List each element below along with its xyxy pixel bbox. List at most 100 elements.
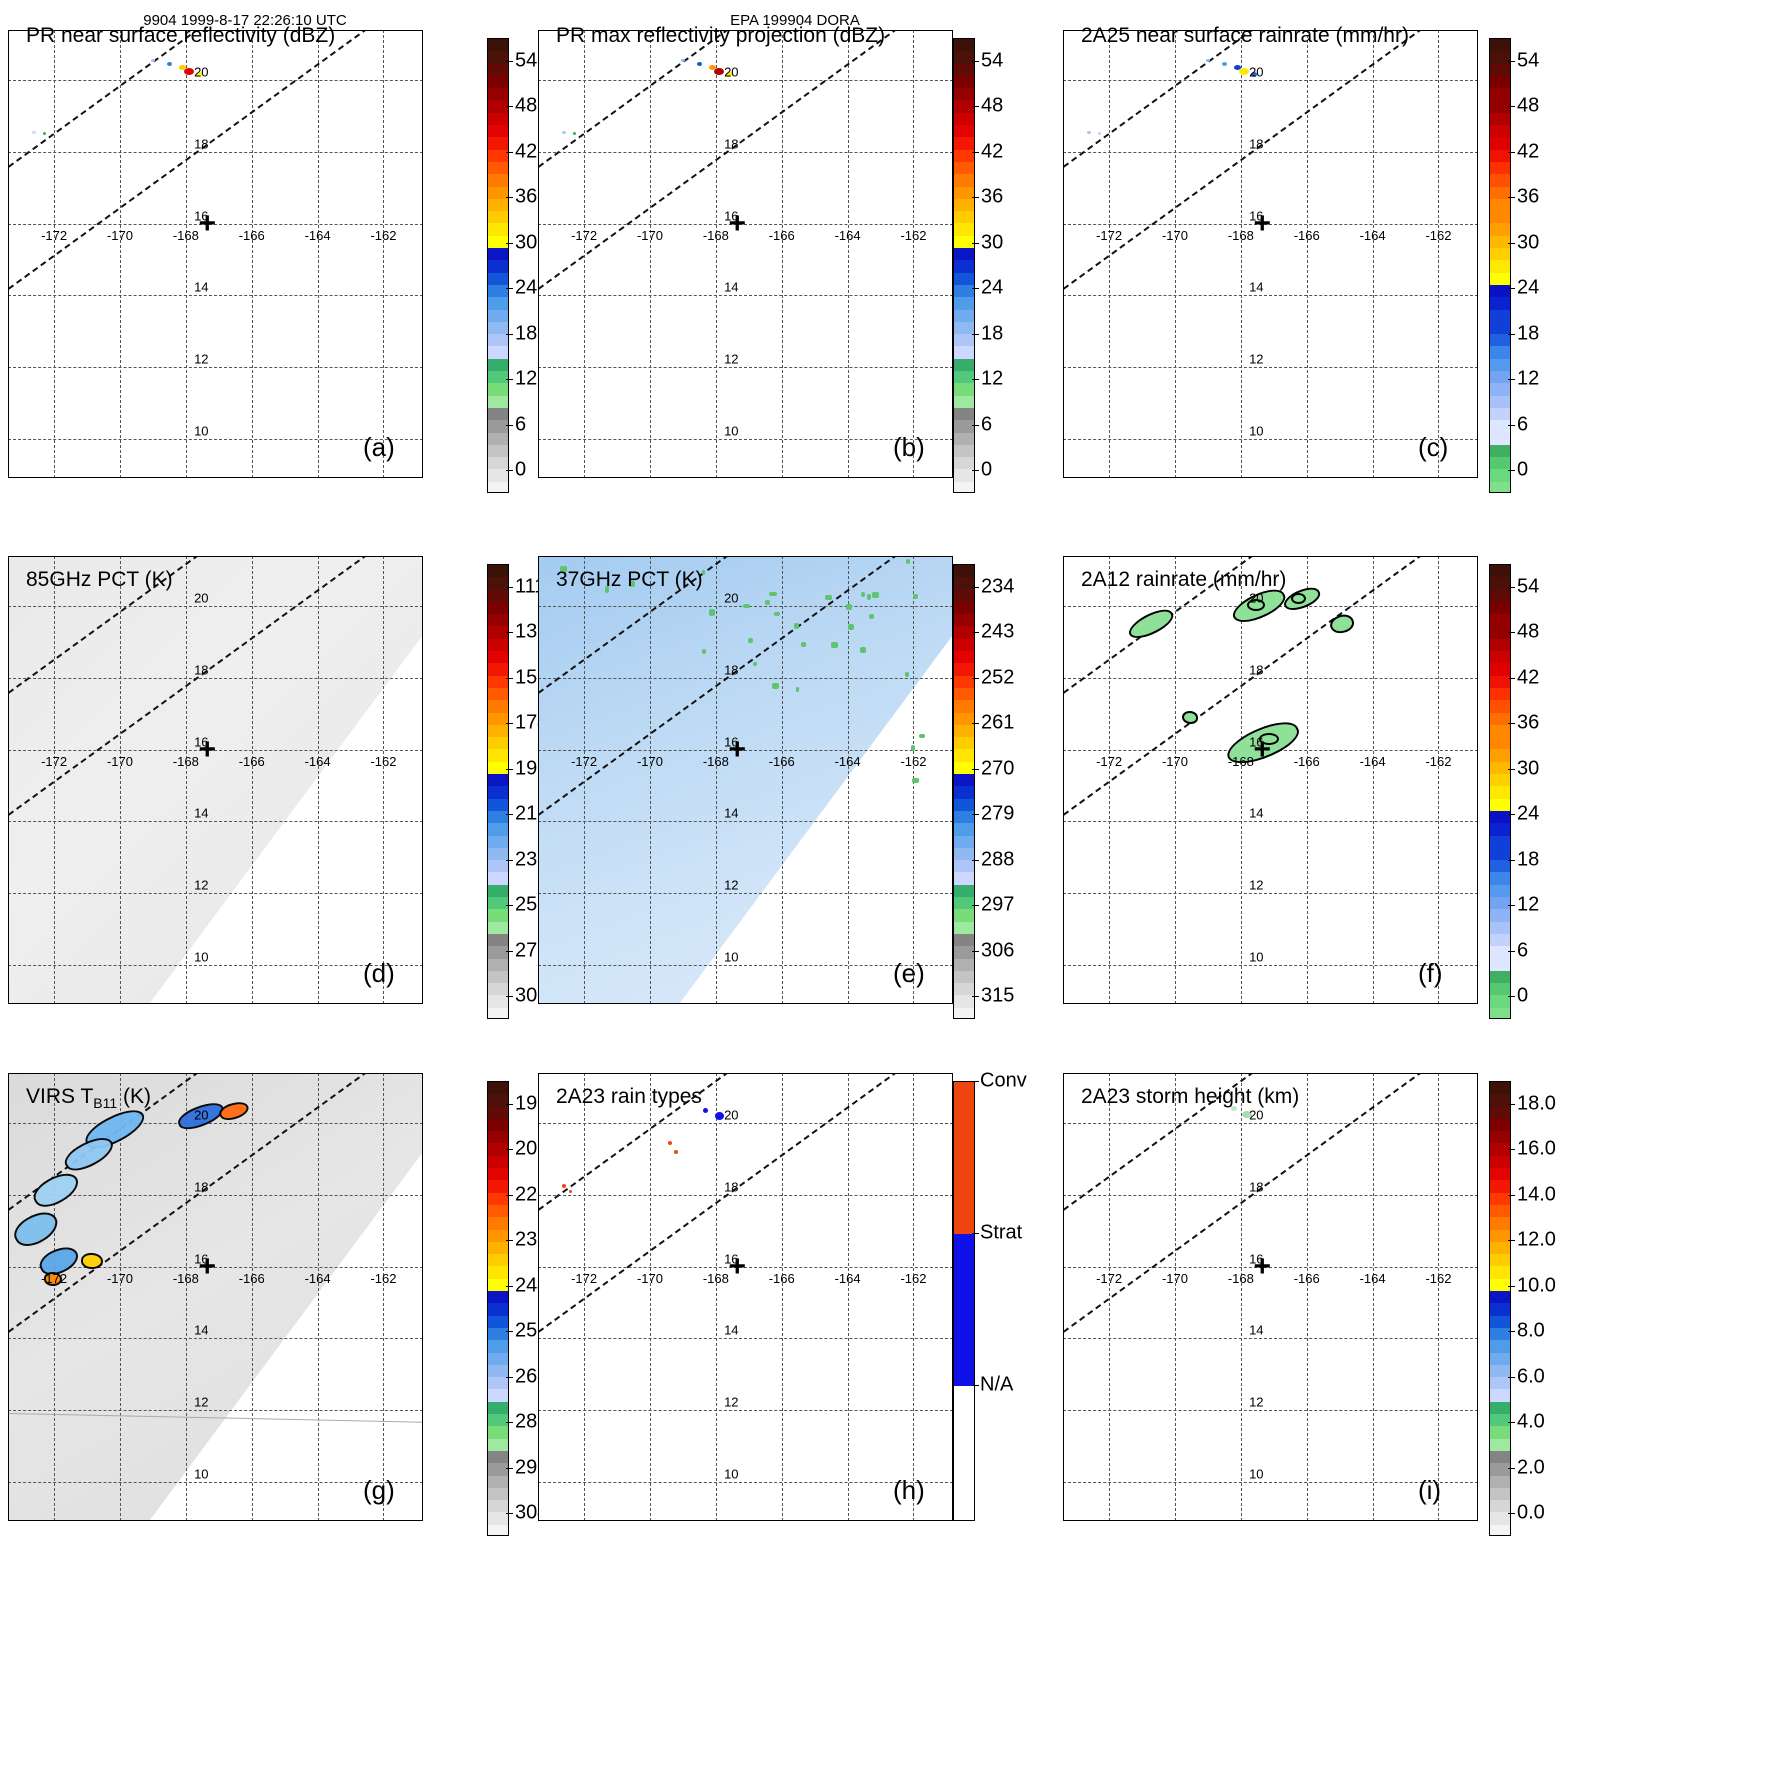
pct37-edge-pixel <box>831 642 838 648</box>
panel-label: (e) <box>893 958 925 989</box>
colorbar-segment <box>1490 51 1510 63</box>
gridline-latitude <box>8 678 423 679</box>
gridline-longitude <box>186 30 187 478</box>
colorbar-tick-label: 8.0 <box>1517 1320 1545 1343</box>
gridline-longitude <box>1307 30 1308 478</box>
colorbar-segment <box>488 457 508 469</box>
pct37-edge-pixel <box>867 594 871 600</box>
ytick-label: 20 <box>1249 65 1263 80</box>
colorbar-tick-label: 48 <box>515 95 537 118</box>
map-e[interactable] <box>538 556 953 1004</box>
colorbar-segment <box>954 137 974 149</box>
colorbar-tickmark <box>506 678 513 679</box>
pct37-edge-pixel <box>846 604 851 610</box>
colorbar-tickmark <box>1508 1377 1515 1378</box>
map-c[interactable] <box>1063 30 1478 478</box>
colorbar-tick-label: 12.0 <box>1517 1229 1556 1252</box>
map-b[interactable] <box>538 30 953 478</box>
xtick-label: -170 <box>637 228 663 243</box>
ytick-label: 20 <box>194 1108 208 1123</box>
gridline-latitude <box>8 1338 423 1339</box>
colorbar-segment <box>1490 1303 1510 1315</box>
xtick-label: -162 <box>1425 1271 1451 1286</box>
colorbar-tickmark <box>972 243 979 244</box>
rain-contour-fill <box>1125 604 1177 644</box>
map-i[interactable] <box>1063 1073 1478 1521</box>
colorbar-segment <box>488 737 508 749</box>
colorbar-segment <box>1490 88 1510 100</box>
colorbar-segment <box>1490 39 1510 51</box>
ytick-label: 16 <box>1249 1251 1263 1266</box>
colorbar-segment <box>488 749 508 761</box>
colorbar-segment <box>1490 1328 1510 1340</box>
colorbar-tick-label: 2.0 <box>1517 1456 1545 1479</box>
colorbar-tickmark <box>1508 905 1515 906</box>
colorbar-tickmark <box>506 1195 513 1196</box>
panel-title-main: VIRS T <box>26 1085 93 1108</box>
gridline-latitude <box>8 893 423 894</box>
gridline-latitude <box>538 678 953 679</box>
colorbar-segment <box>488 1254 508 1266</box>
map-a[interactable] <box>8 30 423 478</box>
colorbar-segment <box>954 408 974 420</box>
ytick-label: 14 <box>724 280 738 295</box>
xtick-label: -162 <box>1425 228 1451 243</box>
rain-cell <box>714 68 724 75</box>
colorbar-segment <box>488 995 508 1007</box>
map-h[interactable] <box>538 1073 953 1521</box>
colorbar-segment <box>1490 1377 1510 1389</box>
map-d[interactable] <box>8 556 423 1004</box>
gridline-longitude <box>913 1073 914 1521</box>
colorbar-segment <box>488 1008 508 1019</box>
colorbar-tickmark <box>1508 197 1515 198</box>
colorbar-segment <box>488 565 508 577</box>
colorbar-tick-label: 54 <box>1517 49 1539 72</box>
colorbar-tickmark <box>1508 106 1515 107</box>
ytick-label: 12 <box>194 1394 208 1409</box>
colorbar-segment <box>488 396 508 408</box>
gridline-latitude <box>8 965 423 966</box>
colorbar-tick-label: 48 <box>1517 621 1539 644</box>
colorbar-tick-label: 42 <box>515 140 537 163</box>
rain-cell <box>43 132 46 135</box>
colorbar-segment <box>1490 823 1510 835</box>
rain-contour-fill <box>1327 612 1356 637</box>
pr-swath-edge <box>8 30 423 168</box>
colorbar-segment <box>954 482 974 493</box>
map-g[interactable] <box>8 1073 423 1521</box>
colorbar-segment <box>954 88 974 100</box>
colorbar-segment <box>1490 150 1510 162</box>
map-f[interactable] <box>1063 556 1478 1004</box>
colorbar-tick-label: 42 <box>1517 666 1539 689</box>
ytick-label: 20 <box>724 1108 738 1123</box>
colorbar-tick-label: 6 <box>1517 939 1528 962</box>
colorbar-segment <box>954 700 974 712</box>
colorbar-tick-label: 12 <box>1517 368 1539 391</box>
colorbar-segment <box>488 433 508 445</box>
colorbar-segment <box>954 737 974 749</box>
gridline-latitude <box>8 295 423 296</box>
colorbar-segment <box>1490 688 1510 700</box>
colorbar-segment <box>488 383 508 395</box>
gridline-latitude <box>1063 367 1478 368</box>
gridline-latitude <box>538 295 953 296</box>
ytick-label: 14 <box>724 806 738 821</box>
colorbar-segment <box>488 76 508 88</box>
ytick-label: 10 <box>194 1466 208 1481</box>
colorbar-tick-label: 270 <box>981 757 1014 780</box>
ytick-label: 20 <box>194 591 208 606</box>
colorbar-segment <box>1490 457 1510 469</box>
colorbar-segment <box>954 199 974 211</box>
colorbar-segment <box>488 639 508 651</box>
colorbar-segment <box>954 786 974 798</box>
colorbar-segment <box>954 565 974 577</box>
colorbar-tick-label: 243 <box>981 621 1014 644</box>
colorbar-tick-label: 18 <box>1517 322 1539 345</box>
xtick-label: -168 <box>1228 228 1254 243</box>
gridline-longitude <box>782 1073 783 1521</box>
panel-a: + -172 -170 -168 -166 -164 -162 20 18 16 14 12 10 PR … <box>8 30 603 518</box>
ytick-label: 16 <box>724 1251 738 1266</box>
colorbar-segment <box>1490 482 1510 493</box>
xtick-label: -162 <box>370 1271 396 1286</box>
colorbar-segment <box>488 1340 508 1352</box>
